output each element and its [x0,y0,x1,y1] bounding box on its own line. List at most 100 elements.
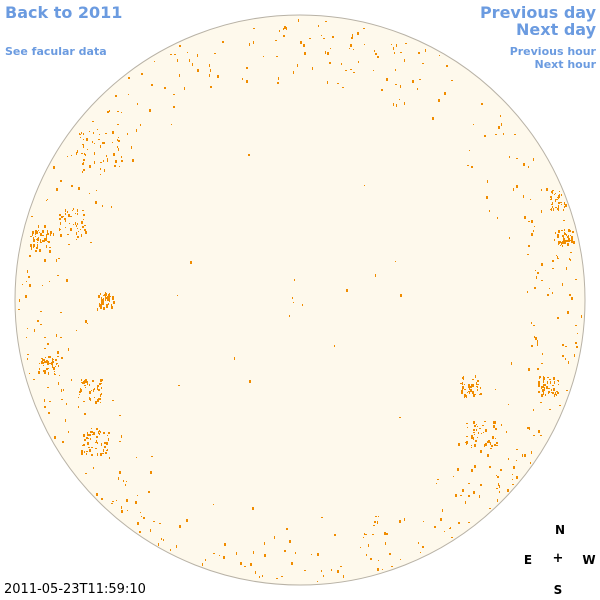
facula-mark [223,556,225,559]
facula-mark [554,381,555,384]
next-day-link[interactable]: Next day [516,20,596,39]
facula-mark [468,522,470,523]
facula-mark [190,261,192,264]
facula-mark [489,466,491,468]
facula-mark [151,84,153,86]
facula-mark [573,241,575,244]
next-hour-link[interactable]: Next hour [535,58,597,71]
facula-mark [44,337,46,338]
compass-west-label: W [582,553,596,567]
facula-mark [71,155,72,156]
facula-mark [572,237,573,240]
facula-mark [87,149,88,150]
facula-mark [477,437,478,438]
facula-mark [65,213,66,215]
facula-mark [58,382,59,385]
facula-mark [276,56,278,57]
facula-mark [351,37,353,39]
facula-mark [37,320,39,322]
facula-mark [84,153,85,155]
facula-mark [538,430,540,433]
facula-mark [438,99,440,102]
facula-mark [108,303,109,305]
facula-mark [52,361,54,363]
facula-mark [543,384,544,387]
facula-mark [121,160,123,162]
facula-mark [304,570,306,571]
facula-mark [549,288,550,289]
facula-mark [47,230,48,233]
facula-mark [83,159,85,161]
facula-mark [550,196,551,197]
facula-mark [538,381,540,384]
facula-mark [329,62,331,64]
see-facular-data-link[interactable]: See facular data [5,45,107,58]
facula-mark [493,425,495,426]
facula-mark [487,441,488,443]
facula-mark [59,375,60,376]
facula-mark [109,300,110,302]
facula-mark [44,348,46,349]
facula-mark [105,133,107,134]
facula-mark [509,237,510,239]
facula-mark [49,247,51,248]
facula-mark [59,214,61,216]
facula-mark [548,388,550,389]
facula-mark [49,363,51,364]
facula-mark [96,440,97,443]
previous-hour-link[interactable]: Previous hour [510,45,596,58]
facula-mark [568,235,569,236]
facula-mark [396,44,397,47]
facula-mark [531,451,532,454]
facula-mark [83,169,85,171]
facula-mark [508,404,509,405]
facula-mark [253,28,255,29]
facula-mark [197,69,199,72]
facula-mark [539,376,541,378]
facula-mark [495,428,497,430]
facula-mark [89,398,90,400]
facula-mark [422,63,424,64]
facula-mark [477,426,478,427]
facula-mark [554,394,555,397]
facula-mark [492,436,494,439]
facula-mark [121,156,122,158]
facula-mark [178,385,180,386]
facula-mark [132,159,134,162]
facula-mark [148,491,150,493]
facula-mark [551,392,552,393]
facula-mark [101,301,102,303]
facula-mark [107,161,108,162]
facula-mark [119,166,120,167]
facula-mark [558,205,559,208]
facula-mark [209,74,210,77]
facula-mark [294,279,295,281]
facula-mark [43,362,44,363]
facula-mark [458,522,460,524]
facula-mark [468,384,470,385]
facula-mark [143,517,145,519]
facula-mark [568,361,569,364]
facula-mark [112,400,114,401]
facula-mark [512,474,513,475]
facula-mark [423,521,424,522]
facula-mark [244,566,246,567]
facula-mark [437,479,439,480]
facula-mark [210,69,211,72]
back-to-year-link[interactable]: Back to 2011 [5,3,122,22]
facula-mark [552,392,554,394]
facula-mark [112,501,114,502]
facula-mark [516,158,518,159]
facula-mark [533,158,534,161]
facula-mark [418,52,420,54]
facula-mark [555,392,556,395]
facula-mark [84,439,86,441]
facula-mark [85,473,87,474]
facula-mark [86,138,88,141]
facula-mark [541,386,542,389]
facula-mark [564,242,566,244]
facula-mark [105,297,107,299]
facula-mark [85,387,86,388]
facula-mark [82,210,83,211]
facula-mark [108,432,110,434]
